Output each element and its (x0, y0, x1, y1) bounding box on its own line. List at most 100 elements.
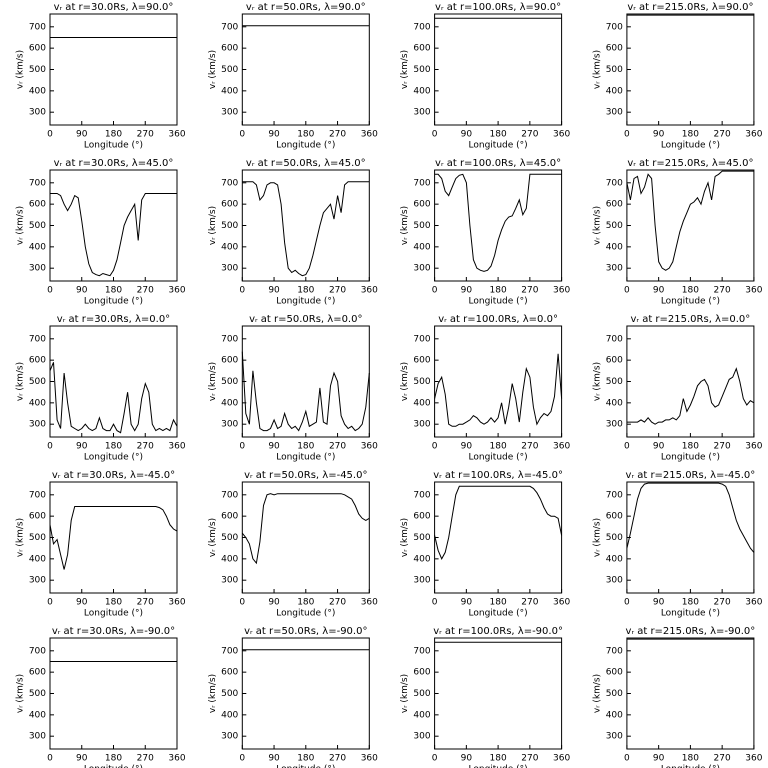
y-tick-label: 500 (29, 65, 46, 75)
x-tick-label: 90 (76, 598, 88, 608)
x-tick-label: 0 (47, 598, 53, 608)
x-tick-label: 90 (268, 286, 280, 296)
chart-title: vᵣ at r=30.0Rs, λ=-45.0° (52, 470, 175, 481)
chart-title: vᵣ at r=50.0Rs, λ=90.0° (246, 2, 366, 13)
x-tick-label: 0 (47, 286, 53, 296)
x-tick-label: 180 (490, 442, 507, 452)
x-tick-label: 180 (297, 442, 314, 452)
y-tick-label: 300 (413, 732, 430, 742)
chart-title: vᵣ at r=30.0Rs, λ=-90.0° (52, 626, 175, 637)
y-tick-label: 300 (413, 264, 430, 274)
y-tick-label: 400 (29, 710, 46, 720)
plot-frame (49, 169, 178, 282)
y-tick-label: 600 (221, 200, 238, 210)
y-tick-label: 600 (29, 356, 46, 366)
y-axis-label: vᵣ (km/s) (592, 362, 602, 401)
x-tick-label: 270 (714, 130, 731, 140)
y-axis-label: vᵣ (km/s) (400, 362, 410, 401)
x-tick-label: 180 (105, 442, 122, 452)
data-line (50, 193, 177, 277)
y-tick-label: 400 (221, 398, 238, 408)
x-tick-label: 90 (653, 598, 665, 608)
x-tick-label: 270 (714, 286, 731, 296)
y-tick-label: 400 (606, 554, 623, 564)
data-line (434, 485, 563, 560)
x-axis-label: Longitude (°) (84, 141, 143, 151)
y-tick-label: 600 (606, 512, 623, 522)
x-tick-label: 360 (361, 598, 378, 608)
y-tick-label: 600 (606, 356, 623, 366)
y-tick-label: 600 (29, 668, 46, 678)
y-tick-label: 600 (606, 44, 623, 54)
y-tick-label: 300 (606, 732, 623, 742)
y-tick-label: 600 (606, 668, 623, 678)
x-tick-label: 270 (521, 598, 538, 608)
chart-title: vᵣ at r=100.0Rs, λ=-90.0° (433, 626, 563, 637)
y-tick-label: 500 (221, 533, 238, 543)
y-tick-label: 400 (413, 398, 430, 408)
x-axis-label: Longitude (°) (469, 141, 528, 151)
x-tick-label: 270 (714, 598, 731, 608)
y-tick-label: 600 (413, 44, 430, 54)
plot-frame (626, 637, 755, 750)
x-tick-label: 270 (329, 286, 346, 296)
x-tick-label: 360 (361, 286, 378, 296)
y-tick-label: 400 (29, 398, 46, 408)
y-tick-label: 500 (606, 65, 623, 75)
x-tick-label: 0 (239, 598, 245, 608)
chart-title: vᵣ at r=215.0Rs, λ=-45.0° (626, 470, 756, 481)
x-tick-label: 90 (653, 130, 665, 140)
y-tick-label: 300 (606, 264, 623, 274)
chart-title: vᵣ at r=100.0Rs, λ=0.0° (438, 314, 558, 325)
data-line (242, 181, 370, 277)
data-line (49, 506, 178, 570)
x-tick-label: 180 (297, 598, 314, 608)
y-tick-label: 700 (29, 178, 46, 188)
x-tick-label: 180 (490, 130, 507, 140)
plot-frame (434, 481, 563, 594)
y-tick-label: 400 (221, 554, 238, 564)
x-axis-label: Longitude (°) (661, 765, 720, 768)
y-tick-label: 700 (413, 334, 430, 344)
x-tick-label: 270 (137, 598, 154, 608)
x-tick-label: 90 (76, 130, 88, 140)
y-tick-label: 400 (413, 554, 430, 564)
x-tick-label: 360 (168, 598, 185, 608)
chart-title: vᵣ at r=30.0Rs, λ=90.0° (54, 2, 174, 13)
chart-title: vᵣ at r=50.0Rs, λ=-90.0° (244, 626, 367, 637)
x-tick-label: 360 (553, 754, 570, 764)
x-tick-label: 270 (137, 442, 154, 452)
x-tick-label: 90 (461, 598, 473, 608)
chart-title: vᵣ at r=215.0Rs, λ=-90.0° (626, 626, 756, 637)
x-tick-label: 270 (137, 130, 154, 140)
plot-frame (434, 13, 563, 126)
y-tick-label: 400 (606, 242, 623, 252)
x-tick-label: 0 (624, 442, 630, 452)
x-axis-label: Longitude (°) (276, 453, 335, 463)
x-tick-label: 90 (76, 442, 88, 452)
x-axis-label: Longitude (°) (661, 297, 720, 307)
x-tick-label: 360 (361, 754, 378, 764)
y-tick-label: 300 (606, 420, 623, 430)
plot-frame (434, 637, 563, 750)
x-axis-label: Longitude (°) (276, 141, 335, 151)
y-tick-label: 500 (606, 221, 623, 231)
y-tick-label: 400 (221, 710, 238, 720)
y-axis-label: vᵣ (km/s) (208, 206, 218, 245)
y-tick-label: 700 (413, 178, 430, 188)
y-tick-label: 600 (413, 668, 430, 678)
y-axis-label: vᵣ (km/s) (400, 206, 410, 245)
y-tick-label: 600 (606, 200, 623, 210)
x-tick-label: 90 (653, 754, 665, 764)
x-tick-label: 270 (521, 442, 538, 452)
y-tick-label: 700 (413, 646, 430, 656)
chart-title: vᵣ at r=30.0Rs, λ=0.0° (57, 314, 170, 325)
x-tick-label: 360 (745, 754, 762, 764)
x-tick-label: 360 (553, 442, 570, 452)
y-tick-label: 700 (221, 490, 238, 500)
y-axis-label: vᵣ (km/s) (400, 674, 410, 713)
x-tick-label: 0 (432, 442, 438, 452)
x-tick-label: 90 (461, 442, 473, 452)
plot-frame (626, 481, 755, 594)
